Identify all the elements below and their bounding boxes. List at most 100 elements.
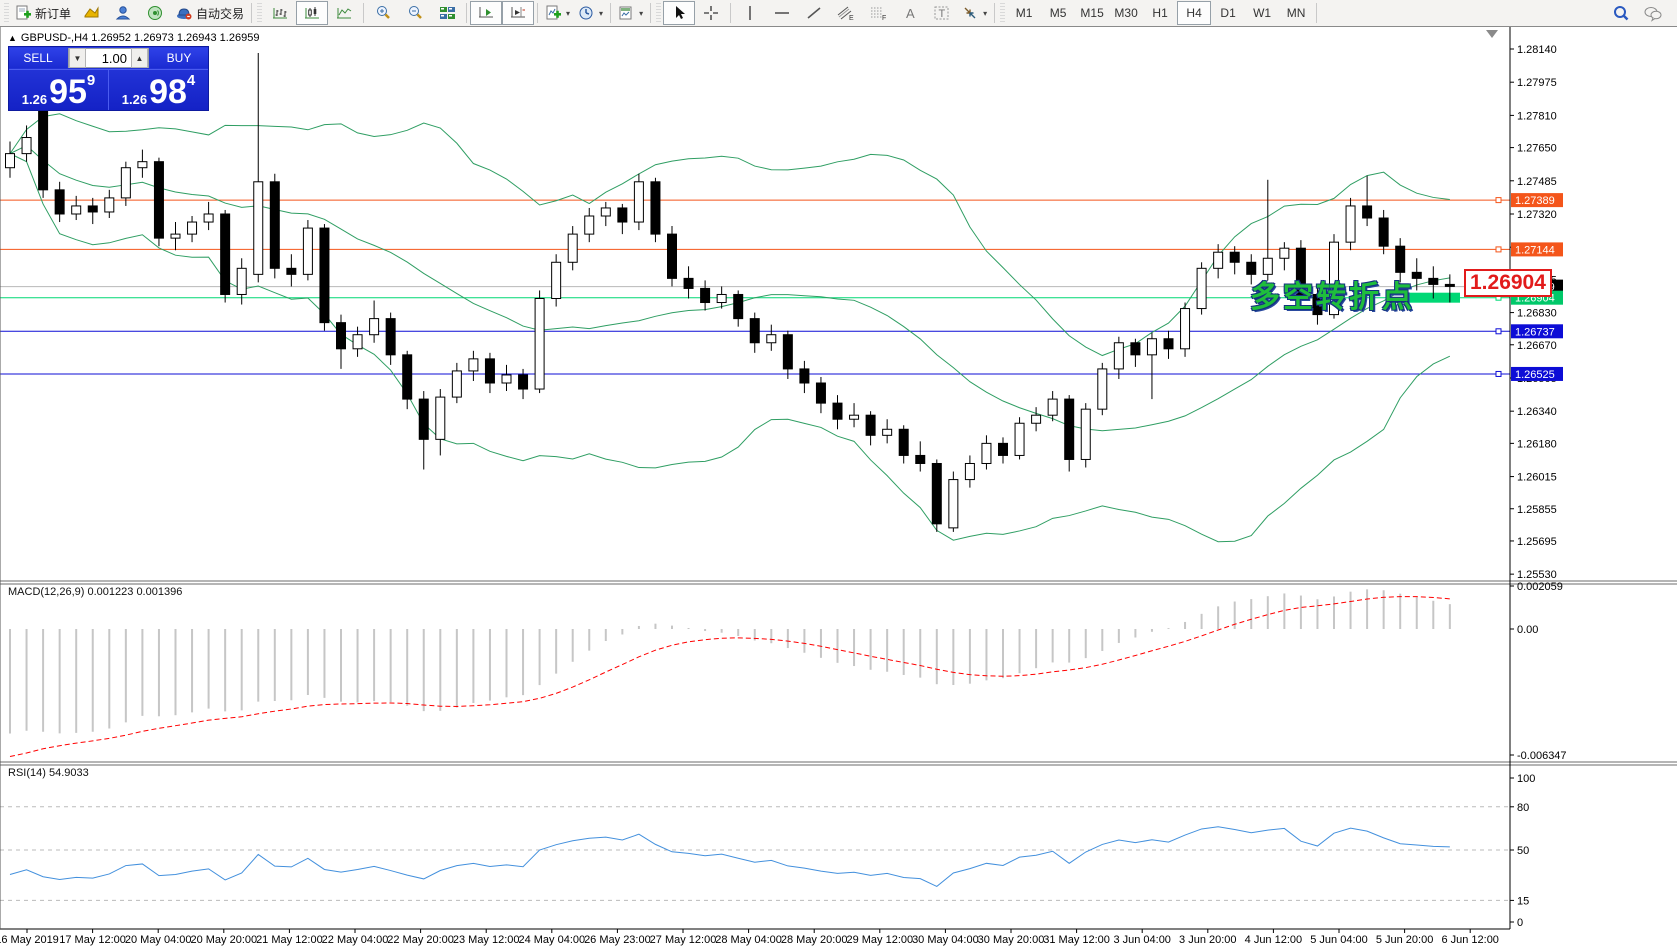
templates-button[interactable]: ▾ [614, 1, 647, 25]
price-callout-box[interactable]: 1.26904 [1464, 269, 1552, 297]
toolbar-grip[interactable] [257, 3, 263, 23]
bull-candle [21, 137, 32, 155]
tile-windows-icon [439, 7, 455, 19]
text-label-button[interactable]: T [926, 1, 958, 25]
bull-candle [1180, 308, 1191, 350]
volume-value[interactable]: 1.00 [101, 50, 127, 66]
pane-divider[interactable] [0, 581, 1677, 584]
volume-field[interactable]: ▼ 1.00 ▲ [68, 48, 149, 68]
sell-price-tile[interactable]: 1.26 95 9 [9, 70, 109, 110]
bull-candle [137, 161, 148, 169]
new-order-icon [16, 5, 31, 20]
timeframe-m1-button[interactable]: M1 [1015, 6, 1033, 20]
zoom-in-button[interactable] [367, 1, 399, 25]
bear-candle [617, 207, 628, 223]
toolbar-separator [537, 3, 539, 23]
periods-button[interactable]: ▾ [574, 1, 607, 25]
bear-candle [749, 318, 760, 344]
bull-candle [352, 334, 363, 350]
volume-increase-button[interactable]: ▲ [131, 48, 148, 68]
buy-price-tile[interactable]: 1.26 98 4 [109, 70, 208, 110]
charts-button[interactable] [75, 1, 107, 25]
toolbar-separator [730, 3, 732, 23]
timeframe-w1-button[interactable]: W1 [1253, 6, 1272, 20]
chat-button[interactable] [1637, 1, 1669, 25]
line-chart-button[interactable] [328, 1, 360, 25]
new-order-button[interactable]: 新订单 [11, 1, 75, 25]
bull-candle [1262, 257, 1273, 275]
time-axis-label: 20 May 20:00 [190, 934, 257, 946]
bear-candle [402, 354, 413, 400]
pane-divider[interactable] [0, 762, 1677, 765]
bull-candle [435, 396, 446, 440]
toolbar-grip[interactable] [1000, 3, 1006, 23]
toolbar-grip[interactable] [656, 3, 662, 23]
toolbar-grip[interactable] [4, 3, 9, 23]
sell-button[interactable]: SELL [9, 48, 67, 68]
bar-chart-button[interactable] [264, 1, 296, 25]
autotrade-button[interactable]: 自动交易 [171, 1, 248, 25]
timeframe-m30-button[interactable]: M30 [1114, 6, 1138, 20]
equidistant-channel-button[interactable]: E [830, 1, 862, 25]
timeframe-mn-button[interactable]: MN [1286, 6, 1306, 20]
level-line-handle[interactable] [1495, 197, 1502, 204]
collapse-panel-toggle-icon[interactable]: ▲ [8, 33, 17, 43]
time-axis-label: 23 May 12:00 [453, 934, 520, 946]
signals-button[interactable] [139, 1, 171, 25]
volume-decrease-button[interactable]: ▼ [69, 48, 86, 68]
price-axis-label: 1.28140 [1517, 44, 1557, 56]
zoom-out-button[interactable] [399, 1, 431, 25]
bull-candle [253, 181, 264, 275]
crosshair-button[interactable] [695, 1, 727, 25]
indicators-button[interactable]: ▾ [541, 1, 574, 25]
text-button[interactable]: A [894, 1, 926, 25]
toolbar-separator [610, 3, 612, 23]
timeframe-h4-button[interactable]: H4 [1177, 1, 1212, 25]
tile-windows-button[interactable] [431, 1, 463, 25]
buy-button[interactable]: BUY [150, 48, 208, 68]
highlight-segment [1408, 292, 1460, 303]
cursor-button[interactable] [663, 1, 696, 25]
search-button[interactable] [1605, 1, 1637, 25]
timeframe-m5-button[interactable]: M5 [1049, 6, 1067, 20]
time-axis-label: 29 May 12:00 [846, 934, 913, 946]
bull-candle [1345, 205, 1356, 243]
level-line-handle[interactable] [1495, 328, 1502, 335]
auto-scroll-button[interactable] [470, 1, 503, 25]
level-line-handle[interactable] [1495, 370, 1502, 377]
chart-shift-button[interactable] [502, 1, 535, 25]
bull-candle [5, 153, 15, 169]
auto-scroll-icon [478, 7, 493, 18]
chart-shift-marker[interactable] [1486, 30, 1498, 38]
bear-candle [1229, 251, 1240, 263]
bear-candle [1395, 245, 1406, 273]
bull-candle [766, 334, 777, 344]
time-axis-label: 28 May 20:00 [781, 934, 848, 946]
timeframe-d1-button[interactable]: D1 [1220, 6, 1236, 20]
indicators-icon [546, 5, 562, 20]
bull-candle [187, 221, 198, 235]
text-icon: A [906, 6, 915, 21]
price-axis-label: 1.26180 [1517, 438, 1557, 450]
trendline-button[interactable] [798, 1, 830, 25]
price-axis-label: 1.25855 [1517, 504, 1557, 516]
buy-price-sup: 4 [186, 72, 196, 89]
line-chart-icon [336, 8, 351, 19]
profile-button[interactable] [107, 1, 139, 25]
bull-candle [468, 358, 479, 372]
macd-axis-label: 0.002059 [1517, 581, 1563, 593]
time-axis-label: 5 Jun 04:00 [1310, 934, 1368, 946]
candlestick-chart-button[interactable] [296, 1, 329, 25]
horizontal-line-button[interactable] [766, 1, 798, 25]
arrows-button[interactable]: ▾ [958, 1, 991, 25]
timeframe-h1-button[interactable]: H1 [1152, 6, 1168, 20]
level-line-handle[interactable] [1495, 246, 1502, 253]
bear-candle [54, 189, 65, 215]
bull-candle [1047, 398, 1058, 416]
vertical-line-button[interactable] [734, 1, 766, 25]
bear-candle [484, 358, 495, 384]
bear-candle [1312, 293, 1323, 316]
timeframe-m15-button[interactable]: M15 [1080, 6, 1104, 20]
fibonacci-button[interactable]: F [862, 1, 894, 25]
